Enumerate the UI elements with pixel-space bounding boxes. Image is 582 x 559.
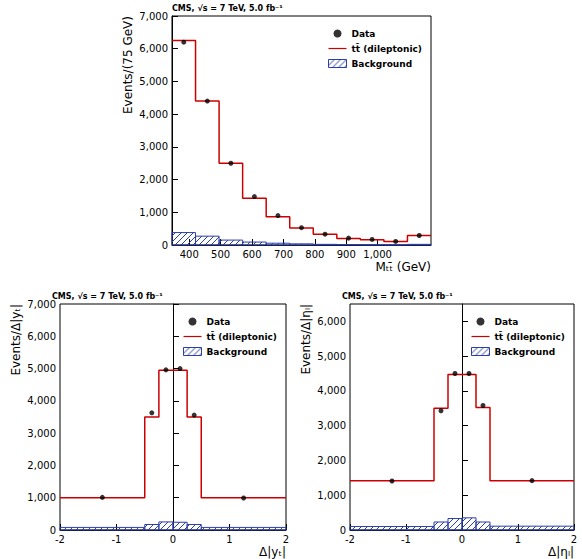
svg-text:900: 900 — [337, 249, 356, 260]
svg-text:Background: Background — [352, 59, 413, 69]
svg-text:-1: -1 — [112, 534, 122, 545]
svg-text:3,000: 3,000 — [317, 420, 346, 431]
svg-text:tt̄ (dileptonic): tt̄ (dileptonic) — [495, 331, 565, 342]
svg-text:0: 0 — [170, 534, 176, 545]
svg-text:tt̄ (dileptonic): tt̄ (dileptonic) — [352, 43, 422, 54]
svg-text:5,000: 5,000 — [317, 351, 346, 362]
svg-text:6,000: 6,000 — [27, 331, 56, 342]
svg-text:0: 0 — [162, 240, 168, 251]
svg-text:Background: Background — [207, 347, 268, 357]
svg-text:7,000: 7,000 — [139, 11, 168, 22]
svg-text:Δ|ηₗ|: Δ|ηₗ| — [548, 545, 574, 559]
svg-text:6,000: 6,000 — [317, 316, 346, 327]
svg-text:1: 1 — [515, 534, 521, 545]
svg-text:Events/Δ|yₜ|: Events/Δ|yₜ| — [9, 304, 23, 376]
svg-text:Data: Data — [207, 317, 231, 327]
svg-text:Data: Data — [352, 29, 376, 39]
svg-text:0: 0 — [339, 524, 346, 536]
svg-text:0: 0 — [49, 524, 56, 536]
svg-text:Background: Background — [495, 347, 556, 357]
svg-text:1,000: 1,000 — [139, 207, 168, 218]
svg-text:2,000: 2,000 — [139, 174, 168, 185]
svg-text:2,000: 2,000 — [27, 460, 56, 471]
svg-text:2: 2 — [571, 534, 577, 545]
svg-text:-2: -2 — [345, 534, 355, 545]
svg-text:1,000: 1,000 — [27, 492, 56, 503]
svg-text:Events/Δ|ηₗ|: Events/Δ|ηₗ| — [299, 304, 313, 375]
svg-text:0: 0 — [459, 534, 465, 545]
svg-text:CMS, √s = 7 TeV, 5.0 fb⁻¹: CMS, √s = 7 TeV, 5.0 fb⁻¹ — [172, 4, 283, 13]
svg-text:Δ|yₜ|: Δ|yₜ| — [259, 545, 286, 559]
svg-text:-1: -1 — [401, 534, 411, 545]
svg-text:3,000: 3,000 — [139, 141, 168, 152]
svg-text:4,000: 4,000 — [27, 395, 56, 406]
svg-text:Data: Data — [495, 317, 519, 327]
svg-text:7,000: 7,000 — [27, 299, 56, 310]
svg-text:2,000: 2,000 — [317, 455, 346, 466]
svg-text:CMS, √s = 7 TeV, 5.0 fb⁻¹: CMS, √s = 7 TeV, 5.0 fb⁻¹ — [342, 292, 453, 301]
svg-text:2: 2 — [283, 534, 289, 545]
svg-text:-2: -2 — [55, 534, 65, 545]
svg-text:1,000: 1,000 — [317, 490, 346, 501]
svg-text:500: 500 — [211, 249, 230, 260]
svg-text:Events/(75 GeV): Events/(75 GeV) — [121, 16, 135, 114]
svg-text:5,000: 5,000 — [139, 76, 168, 87]
svg-text:600: 600 — [243, 249, 262, 260]
svg-text:1: 1 — [226, 534, 232, 545]
svg-text:6,000: 6,000 — [139, 43, 168, 54]
svg-text:5,000: 5,000 — [27, 363, 56, 374]
svg-text:700: 700 — [274, 249, 293, 260]
svg-text:3,000: 3,000 — [27, 428, 56, 439]
svg-text:tt̄ (dileptonic): tt̄ (dileptonic) — [207, 331, 277, 342]
svg-text:4,000: 4,000 — [139, 109, 168, 120]
svg-text:400: 400 — [180, 249, 199, 260]
svg-text:Mₜₜ̄ (GeV): Mₜₜ̄ (GeV) — [376, 260, 432, 274]
svg-text:CMS, √s = 7 TeV, 5.0 fb⁻¹: CMS, √s = 7 TeV, 5.0 fb⁻¹ — [52, 292, 163, 301]
svg-text:1,000: 1,000 — [363, 249, 392, 260]
svg-text:800: 800 — [305, 249, 324, 260]
svg-text:4,000: 4,000 — [317, 385, 346, 396]
